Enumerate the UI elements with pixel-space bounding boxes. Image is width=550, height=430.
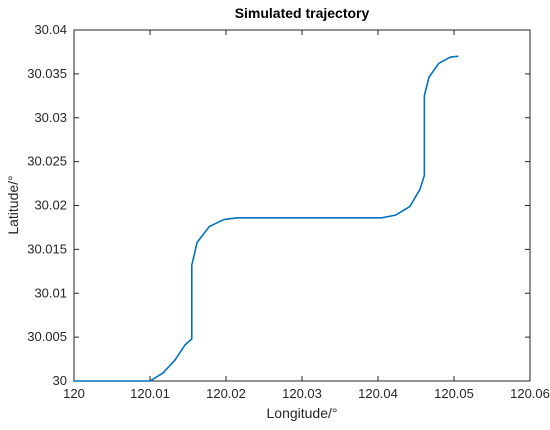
x-tick-label: 120.06: [510, 386, 550, 401]
axis-ticks: 120 120.01 120.02 120.03 120.04 120.05 120.06 3…: [27, 22, 550, 401]
y-axis-label: Latitude/°: [5, 175, 21, 234]
x-axis-label: Longitude/°: [267, 405, 338, 421]
y-tick-label: 30.015: [27, 241, 67, 256]
y-tick-label: 30.01: [34, 285, 67, 300]
x-tick-label: 120.03: [282, 386, 322, 401]
plot-area: [73, 29, 531, 382]
x-tick-label: 120.05: [434, 386, 474, 401]
chart-title: Simulated trajectory: [235, 5, 370, 21]
series-layer: [73, 55, 459, 382]
y-tick-label: 30.025: [27, 154, 67, 169]
x-tick-label: 120.04: [358, 386, 398, 401]
y-tick-label: 30.02: [34, 198, 67, 213]
y-tick-label: 30.005: [27, 329, 67, 344]
trajectory-line: [73, 55, 459, 382]
x-tick-label: 120: [63, 386, 85, 401]
y-tick-label: 30.03: [34, 110, 67, 125]
x-tick-label: 120.02: [206, 386, 246, 401]
x-tick-label: 120.01: [130, 386, 170, 401]
y-tick-label: 30.035: [27, 66, 67, 81]
y-tick-label: 30: [53, 373, 67, 388]
y-tick-label: 30.04: [34, 22, 67, 37]
